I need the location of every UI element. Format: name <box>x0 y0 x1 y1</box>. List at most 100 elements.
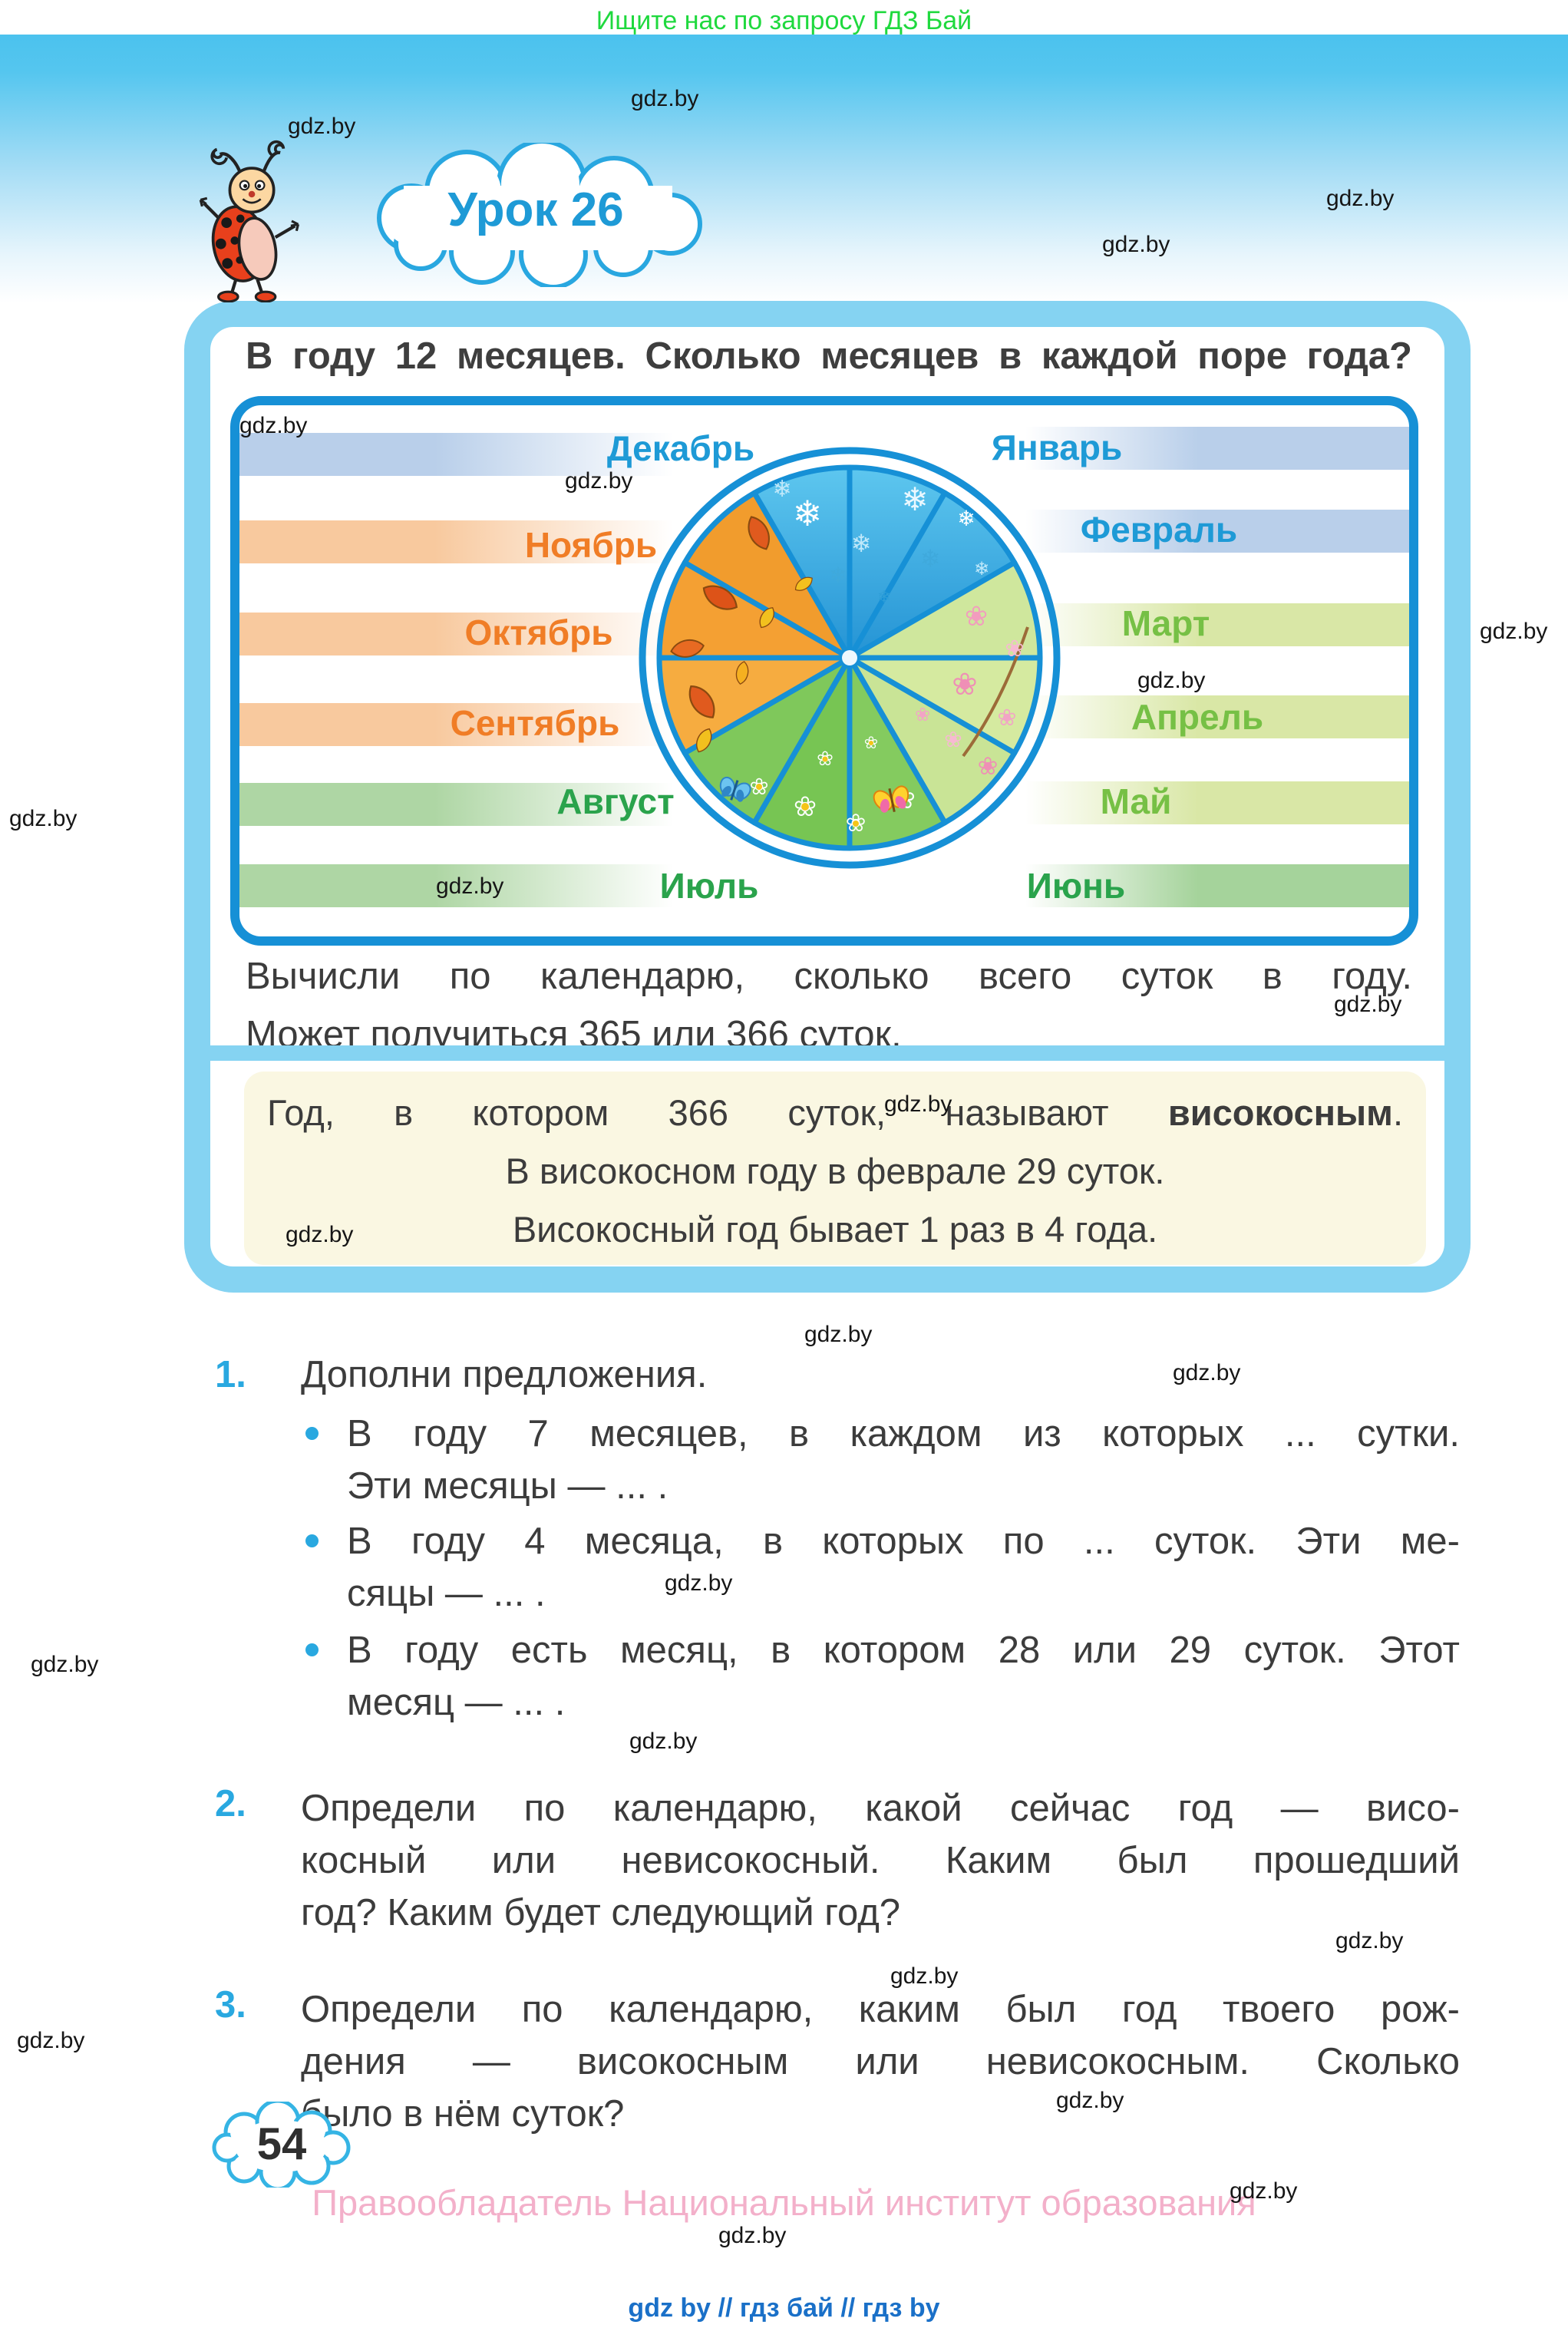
question-text: В году 12 месяцев. Сколько месяцев в каж… <box>246 335 1412 377</box>
lesson-title: Урок 26 <box>447 183 624 236</box>
exercise-1-title: Дополни предложения. <box>301 1354 708 1395</box>
month-label-november: Ноябрь <box>524 525 658 565</box>
instruction-paragraph: Вычисли по календарю, сколько всего суто… <box>246 947 1412 1064</box>
watermark: gdz.by <box>1173 1360 1241 1385</box>
watermark: gdz.by <box>1326 186 1395 211</box>
watermark: gdz.by <box>1056 2088 1124 2113</box>
watermark: gdz.by <box>884 1091 952 1117</box>
month-label-july: Июль <box>659 866 759 906</box>
stripe-april <box>1025 695 1409 738</box>
exercise-1-bullet-2: В году 4 месяца, в которых по ... суток.… <box>347 1521 1460 1614</box>
exercise-2-text: Определи по календарю, какой сейчас год … <box>301 1788 1460 1933</box>
month-label-february: Февраль <box>1080 510 1238 550</box>
exercise-3-number: 3. <box>215 1984 246 2026</box>
exercise-2-number: 2. <box>215 1783 246 1824</box>
svg-text:❀: ❀ <box>978 751 999 781</box>
watermark: gdz.by <box>1480 619 1548 644</box>
seasons-wheel: ❄ ❄ ❄ ❄ ❄ ❄ ❄ ❄ ❄ ❀ ❀ ❀ ❀ ❀ ❀ ❀ ❀ ❀ ❀ ❀ … <box>639 447 1061 869</box>
page-number-cloud: 54 <box>212 2099 352 2191</box>
butterfly-blue-icon <box>719 776 751 802</box>
svg-text:❄: ❄ <box>793 493 823 534</box>
watermark: gdz.by <box>9 806 78 831</box>
watermark: gdz.by <box>1137 668 1206 693</box>
month-label-august: Август <box>556 781 675 821</box>
watermark: gdz.by <box>565 468 633 494</box>
section-divider <box>193 1045 1461 1061</box>
butterfly-yellow-icon <box>873 785 909 813</box>
watermark: gdz.by <box>665 1570 733 1596</box>
month-label-october: Октябрь <box>464 613 613 652</box>
daisies-decor: ❀ ❀ ❀ ❀ ❀ ❀ <box>749 734 915 837</box>
stripe-september <box>239 703 673 746</box>
stripe-november <box>239 520 673 563</box>
month-label-june: Июнь <box>1026 866 1126 906</box>
svg-text:❀: ❀ <box>1005 636 1024 662</box>
exercise-3-text: Определи по календарю, каким был год тво… <box>301 1989 1460 2135</box>
month-label-april: Апрель <box>1131 697 1264 737</box>
bullet-icon <box>305 1427 319 1440</box>
svg-text:❀: ❀ <box>965 601 988 632</box>
month-label-march: Март <box>1121 603 1210 643</box>
svg-text:❀: ❀ <box>915 704 930 725</box>
watermark: gdz.by <box>288 114 356 139</box>
svg-text:❄: ❄ <box>957 506 975 531</box>
leap-year-info-box: Год, в котором 366 суток, называют висок… <box>244 1072 1426 1265</box>
info-line: Високосный год бывает 1 раз в 4 года. <box>512 1209 1158 1250</box>
info-line: Год, в котором 366 суток, называют висок… <box>267 1092 1403 1133</box>
month-label-september: Сентябрь <box>450 703 620 743</box>
watermark: gdz.by <box>1102 232 1170 257</box>
leap-year-term: високосным <box>1167 1092 1393 1133</box>
scalloped-cloud-icon <box>212 2099 351 2191</box>
stripe-january <box>1025 427 1409 470</box>
watermark: gdz.by <box>631 86 699 111</box>
month-label-january: Январь <box>991 428 1123 467</box>
watermark: gdz.by <box>804 1322 873 1347</box>
svg-text:❄: ❄ <box>920 544 941 573</box>
svg-text:❄: ❄ <box>974 558 989 580</box>
svg-text:❄: ❄ <box>901 480 928 518</box>
stripe-december <box>239 433 673 476</box>
stripe-october <box>239 613 673 655</box>
watermark: gdz.by <box>286 1222 354 1247</box>
seasons-calendar-box: ❄ ❄ ❄ ❄ ❄ ❄ ❄ ❄ ❄ ❀ ❀ ❀ ❀ ❀ ❀ ❀ ❀ ❀ ❀ ❀ … <box>230 396 1418 946</box>
month-label-may: Май <box>1100 781 1172 821</box>
stripe-july <box>239 864 673 907</box>
watermark: gdz.by <box>1334 992 1402 1017</box>
watermark: gdz.by <box>239 413 308 438</box>
svg-text:❄: ❄ <box>772 476 791 503</box>
watermark: gdz.by <box>31 1652 99 1677</box>
svg-text:❄: ❄ <box>851 529 872 558</box>
watermark: gdz.by <box>17 2028 85 2053</box>
snowflakes-decor: ❄ ❄ ❄ ❄ ❄ ❄ ❄ ❄ ❄ <box>772 476 989 607</box>
stripe-february <box>1025 510 1409 553</box>
blossoms-decor: ❀ ❀ ❀ ❀ ❀ ❀ ❀ <box>915 601 1029 781</box>
lesson-cloud: Урок 26 <box>350 139 721 289</box>
exercise-1-bullet-3: В году есть месяц, в котором 28 или 29 с… <box>347 1630 1460 1723</box>
svg-text:❄: ❄ <box>829 563 847 588</box>
watermark: gdz.by <box>629 1729 698 1754</box>
search-banner: Ищите нас по запросу ГДЗ Бай <box>596 6 972 35</box>
info-line: В високосном году в феврале 29 суток. <box>505 1151 1165 1191</box>
watermark: gdz.by <box>1230 2178 1298 2204</box>
instruction-line: Вычисли по календарю, сколько всего суто… <box>246 956 1412 997</box>
page-number: 54 <box>256 2119 307 2169</box>
ladybug-icon <box>199 140 300 302</box>
svg-text:❀: ❀ <box>952 667 978 702</box>
cloud-shape-icon <box>377 139 702 289</box>
stripe-june <box>1025 864 1409 907</box>
exercise-1-bullet-1: В году 7 месяцев, в каждом из которых ..… <box>347 1413 1460 1507</box>
watermark: gdz.by <box>436 873 504 899</box>
bullet-icon <box>305 1534 319 1547</box>
watermark: gdz.by <box>890 1963 959 1989</box>
svg-text:❀: ❀ <box>944 727 962 752</box>
exercise-1-number: 1. <box>215 1354 246 1395</box>
svg-text:❄: ❄ <box>877 588 891 607</box>
stripe-august <box>239 783 673 826</box>
copyright-line: Правообладатель Национальный институт об… <box>312 2182 1256 2223</box>
watermark: gdz.by <box>718 2223 787 2248</box>
bullet-icon <box>305 1643 319 1656</box>
stripe-may <box>1025 781 1409 824</box>
stripe-march <box>1025 603 1409 646</box>
footer-links[interactable]: gdz by // гдз бай // гдз by <box>628 2293 940 2323</box>
watermark: gdz.by <box>1335 1928 1404 1953</box>
